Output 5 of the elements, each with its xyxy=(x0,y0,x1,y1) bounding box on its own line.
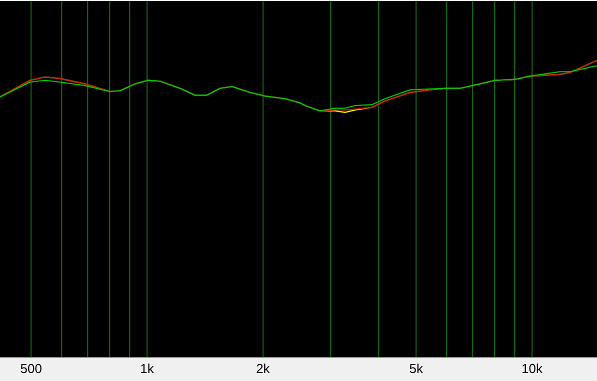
x-tick-label: 1k xyxy=(140,360,154,376)
x-tick-label: 500 xyxy=(20,360,42,376)
x-tick-label: 10k xyxy=(522,360,543,376)
x-tick-label: 2k xyxy=(256,360,270,376)
x-tick-label: 5k xyxy=(409,360,424,376)
